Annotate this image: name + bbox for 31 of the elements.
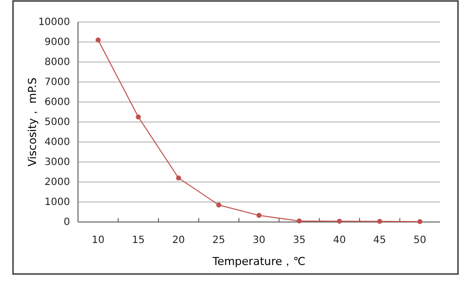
x-tick-label: 25 (212, 235, 226, 246)
point (96, 38, 101, 42)
y-tick-label: 3000 (44, 157, 70, 168)
y-tick-label: 10000 (38, 17, 70, 28)
y-tick-label: 4000 (44, 137, 70, 148)
x-tick-label: 40 (333, 235, 346, 246)
x-tick-label: 30 (252, 235, 266, 246)
x-tick-label: 45 (373, 235, 386, 246)
y-axis-title: Viscosity， mP.S (26, 77, 39, 167)
point (136, 114, 141, 120)
x-axis-title: Temperature，℃ (211, 255, 306, 268)
y-tick-label: 1000 (44, 197, 70, 208)
x-tick-label: 20 (172, 235, 185, 246)
point (256, 212, 262, 218)
x-tick-label: 35 (292, 235, 306, 246)
y-tick-label: 0 (64, 217, 70, 228)
y-tick-label: 9000 (44, 37, 70, 48)
y-tick-label: 2000 (44, 177, 70, 188)
point (176, 176, 182, 180)
point (377, 218, 382, 224)
point (296, 218, 302, 224)
y-tick-label: 6000 (44, 97, 70, 108)
y-tick-label: 7000 (44, 77, 70, 88)
x-tick-label: 15 (132, 235, 145, 246)
point (216, 202, 222, 208)
x-tick-label: 50 (414, 235, 426, 246)
y-tick-label: 5000 (44, 117, 70, 128)
point (336, 218, 342, 224)
y-tick-label: 8000 (44, 57, 70, 68)
x-tick-label: 10 (92, 235, 104, 246)
point (417, 219, 422, 224)
